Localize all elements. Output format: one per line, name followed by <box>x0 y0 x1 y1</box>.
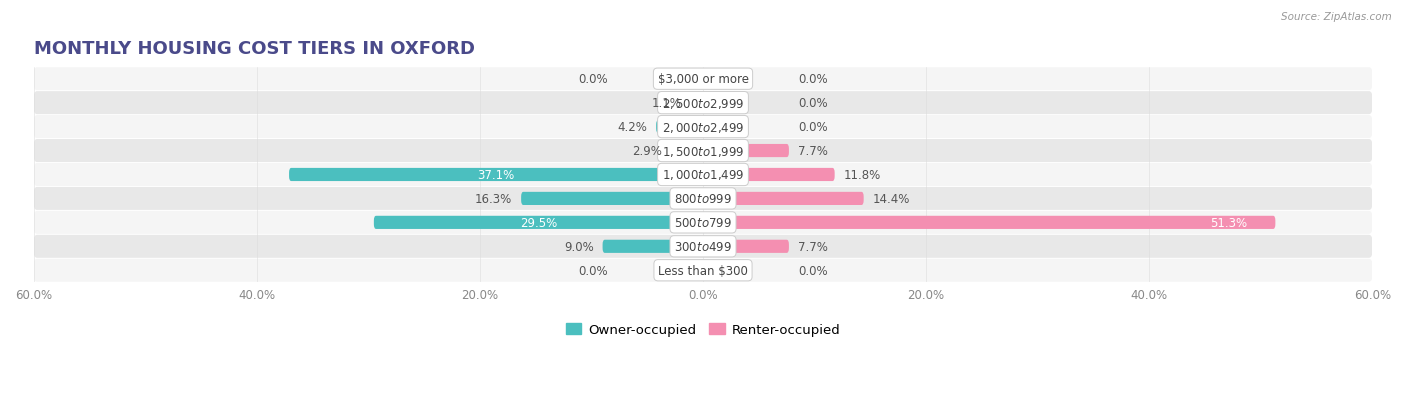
FancyBboxPatch shape <box>703 169 835 182</box>
Text: 1.1%: 1.1% <box>652 97 682 110</box>
FancyBboxPatch shape <box>34 188 1372 210</box>
FancyBboxPatch shape <box>34 235 1372 258</box>
FancyBboxPatch shape <box>374 216 703 229</box>
Text: $2,000 to $2,499: $2,000 to $2,499 <box>662 120 744 134</box>
Text: 0.0%: 0.0% <box>578 73 609 86</box>
Text: 16.3%: 16.3% <box>475 192 512 205</box>
FancyBboxPatch shape <box>657 121 703 134</box>
Text: 7.7%: 7.7% <box>797 240 828 253</box>
FancyBboxPatch shape <box>34 68 1372 91</box>
FancyBboxPatch shape <box>603 240 703 253</box>
Text: $1,500 to $1,999: $1,500 to $1,999 <box>662 144 744 158</box>
Text: $2,500 to $2,999: $2,500 to $2,999 <box>662 96 744 110</box>
Text: $3,000 or more: $3,000 or more <box>658 73 748 86</box>
Text: $300 to $499: $300 to $499 <box>673 240 733 253</box>
Text: 0.0%: 0.0% <box>797 73 828 86</box>
FancyBboxPatch shape <box>522 192 703 206</box>
FancyBboxPatch shape <box>34 259 1372 282</box>
FancyBboxPatch shape <box>703 192 863 206</box>
Text: 11.8%: 11.8% <box>844 169 880 182</box>
FancyBboxPatch shape <box>34 140 1372 163</box>
FancyBboxPatch shape <box>34 116 1372 139</box>
Text: 0.0%: 0.0% <box>797 97 828 110</box>
FancyBboxPatch shape <box>34 92 1372 115</box>
Text: MONTHLY HOUSING COST TIERS IN OXFORD: MONTHLY HOUSING COST TIERS IN OXFORD <box>34 40 475 58</box>
FancyBboxPatch shape <box>290 169 703 182</box>
FancyBboxPatch shape <box>671 145 703 158</box>
Legend: Owner-occupied, Renter-occupied: Owner-occupied, Renter-occupied <box>565 323 841 336</box>
FancyBboxPatch shape <box>703 240 789 253</box>
Text: 4.2%: 4.2% <box>617 121 647 134</box>
Text: 37.1%: 37.1% <box>478 169 515 182</box>
Text: 7.7%: 7.7% <box>797 145 828 158</box>
Text: 14.4%: 14.4% <box>873 192 910 205</box>
Text: 29.5%: 29.5% <box>520 216 557 229</box>
FancyBboxPatch shape <box>703 145 789 158</box>
Text: $800 to $999: $800 to $999 <box>673 192 733 205</box>
Text: $1,000 to $1,499: $1,000 to $1,499 <box>662 168 744 182</box>
FancyBboxPatch shape <box>34 164 1372 187</box>
Text: 51.3%: 51.3% <box>1211 216 1247 229</box>
Text: $500 to $799: $500 to $799 <box>673 216 733 229</box>
Text: 9.0%: 9.0% <box>564 240 593 253</box>
Text: Source: ZipAtlas.com: Source: ZipAtlas.com <box>1281 12 1392 22</box>
Text: 0.0%: 0.0% <box>797 121 828 134</box>
FancyBboxPatch shape <box>703 216 1275 229</box>
Text: 0.0%: 0.0% <box>578 264 609 277</box>
Text: 2.9%: 2.9% <box>631 145 662 158</box>
Text: 0.0%: 0.0% <box>797 264 828 277</box>
Text: Less than $300: Less than $300 <box>658 264 748 277</box>
FancyBboxPatch shape <box>34 211 1372 234</box>
FancyBboxPatch shape <box>690 97 703 110</box>
